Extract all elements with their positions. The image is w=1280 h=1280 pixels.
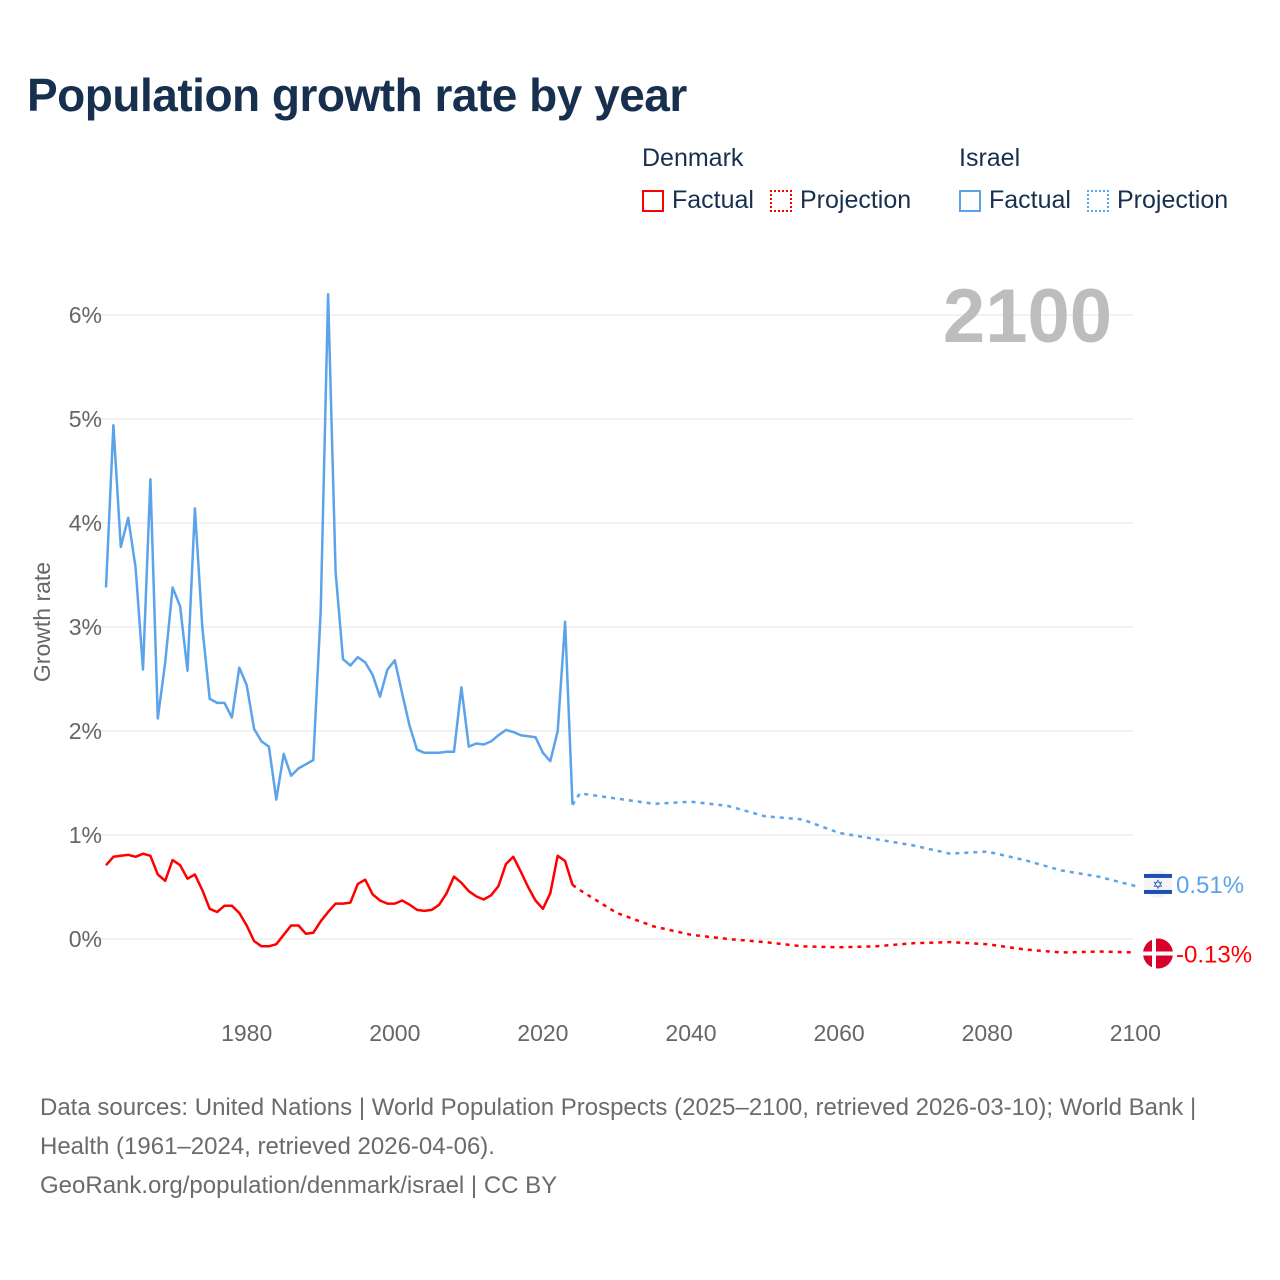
flag-stripe	[1144, 873, 1172, 878]
x-tick-label: 2020	[517, 1020, 568, 1046]
legend-group-israel: Israel	[959, 144, 1021, 172]
legend-swatch-denmark-factual	[642, 189, 664, 212]
flag-stripe	[1144, 889, 1172, 894]
legend-swatch-israel-factual	[959, 189, 981, 212]
y-tick-label: 3%	[69, 614, 102, 640]
x-tick-label: 2040	[665, 1020, 716, 1046]
x-tick-label: 2000	[369, 1020, 420, 1046]
series-line-denmark-projection	[571, 883, 1136, 954]
legend-denmark: Factual Projection	[642, 186, 911, 215]
legend-label-israel-factual: Factual	[989, 186, 1071, 214]
star-of-david-icon: ✡	[1153, 878, 1164, 893]
y-tick-label: 4%	[69, 510, 102, 536]
series-line-israel-projection	[571, 792, 1136, 888]
flag-israel-icon: ✡	[1144, 869, 1172, 898]
series-line-denmark-factual	[105, 852, 574, 948]
footer: Data sources: United Nations | World Pop…	[40, 1088, 1240, 1205]
x-tick-label: 2100	[1110, 1020, 1161, 1046]
legend-swatch-israel-projection	[1086, 189, 1109, 212]
y-tick-label: 5%	[69, 406, 102, 432]
legend-label-denmark-factual: Factual	[672, 186, 754, 214]
end-label-denmark: -0.13%	[1176, 942, 1252, 969]
legend-label-israel-projection: Projection	[1116, 186, 1229, 214]
flag-denmark-icon	[1143, 938, 1173, 969]
y-axis-label: Growth rate	[29, 562, 55, 682]
x-tick-label: 1980	[221, 1020, 272, 1046]
legend-swatch-denmark-projection	[769, 189, 792, 212]
credit: GeoRank.org/population/denmark/israel | …	[40, 1172, 558, 1199]
y-tick-label: 0%	[69, 926, 102, 952]
end-label-israel: 0.51%	[1176, 872, 1244, 899]
legend-label-denmark-projection: Projection	[799, 186, 912, 214]
legend-group-denmark: Denmark	[642, 144, 744, 172]
flag-cross	[1143, 951, 1173, 956]
chart-title: Population growth rate by year	[27, 69, 687, 121]
series-line-israel-factual	[104, 292, 574, 805]
year-watermark: 2100	[943, 274, 1112, 359]
y-tick-label: 1%	[69, 822, 102, 848]
flag-cross	[1152, 938, 1156, 969]
data-sources: Data sources: United Nations | World Pop…	[40, 1094, 1197, 1160]
x-tick-label: 2060	[814, 1020, 865, 1046]
y-tick-label: 6%	[69, 302, 102, 328]
x-tick-label: 2080	[962, 1020, 1013, 1046]
legend-israel: Factual Projection	[959, 186, 1228, 215]
y-tick-label: 2%	[69, 718, 102, 744]
